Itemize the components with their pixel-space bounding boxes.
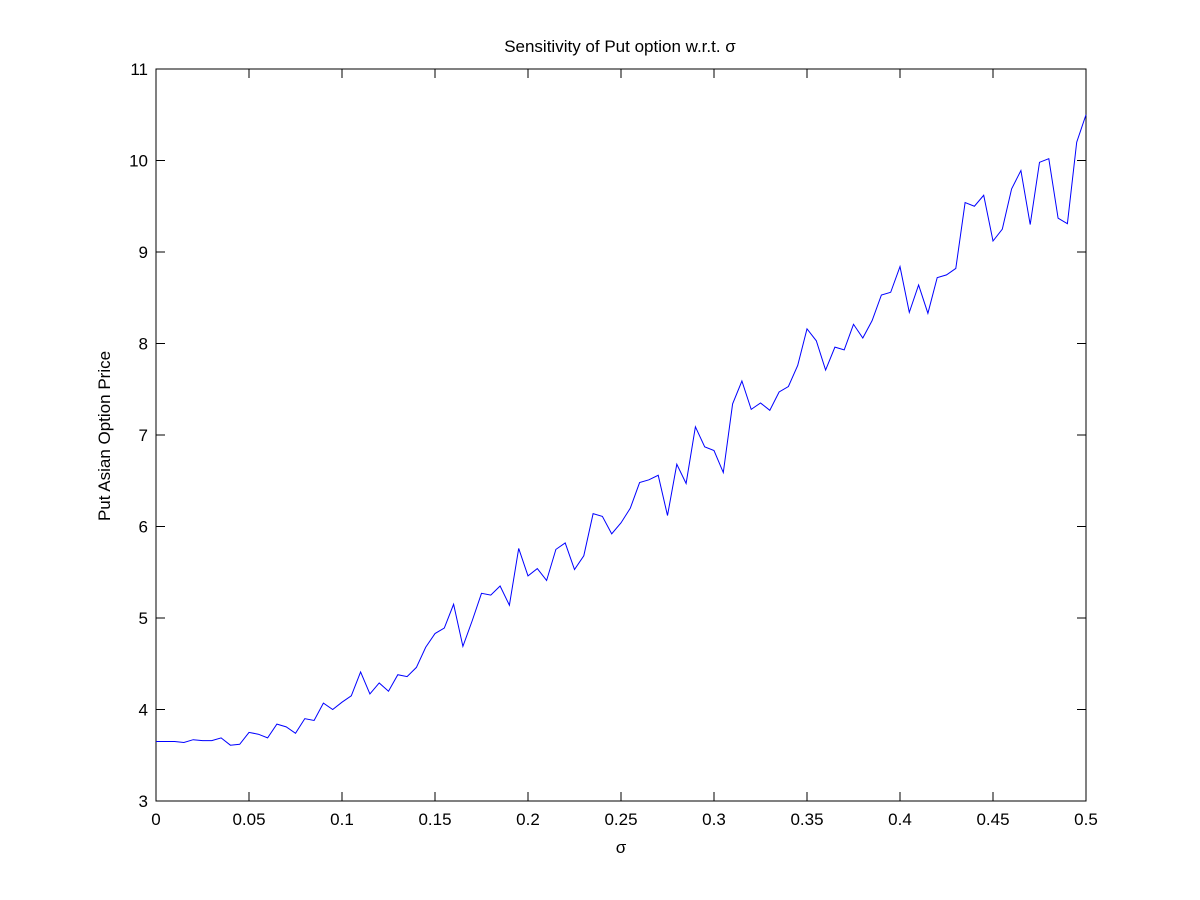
y-tick-label: 6 bbox=[139, 518, 148, 537]
x-tick-label: 0.4 bbox=[888, 810, 912, 829]
y-tick-label: 7 bbox=[139, 426, 148, 445]
x-tick-label: 0.25 bbox=[604, 810, 637, 829]
x-tick-label: 0.45 bbox=[976, 810, 1009, 829]
y-tick-label: 4 bbox=[139, 701, 148, 720]
y-axis-title: Put Asian Option Price bbox=[95, 351, 114, 521]
x-tick-label: 0.15 bbox=[418, 810, 451, 829]
x-tick-label: 0.3 bbox=[702, 810, 726, 829]
x-tick-label: 0.2 bbox=[516, 810, 540, 829]
x-tick-label: 0 bbox=[151, 810, 160, 829]
x-tick-label: 0.05 bbox=[232, 810, 265, 829]
series-line bbox=[156, 114, 1087, 746]
x-axis: 0 0.05 0.1 0.15 0.2 0.25 0.3 0.35 0.4 0.45 0.5 bbox=[151, 69, 1098, 829]
x-axis-title: σ bbox=[616, 838, 627, 857]
y-tick-label: 8 bbox=[139, 335, 148, 354]
y-tick-label: 10 bbox=[129, 152, 148, 171]
x-tick-label: 0.5 bbox=[1074, 810, 1098, 829]
y-tick-label: 3 bbox=[139, 792, 148, 811]
x-tick-label: 0.1 bbox=[330, 810, 354, 829]
y-axis: 3 4 5 6 7 8 9 10 11 bbox=[129, 60, 1086, 811]
y-tick-label: 9 bbox=[139, 243, 148, 262]
x-tick-label: 0.35 bbox=[790, 810, 823, 829]
plot-area bbox=[155, 68, 1087, 802]
chart-title: Sensitivity of Put option w.r.t. σ bbox=[504, 37, 736, 56]
y-tick-label: 11 bbox=[130, 60, 148, 79]
y-tick-label: 5 bbox=[139, 609, 148, 628]
